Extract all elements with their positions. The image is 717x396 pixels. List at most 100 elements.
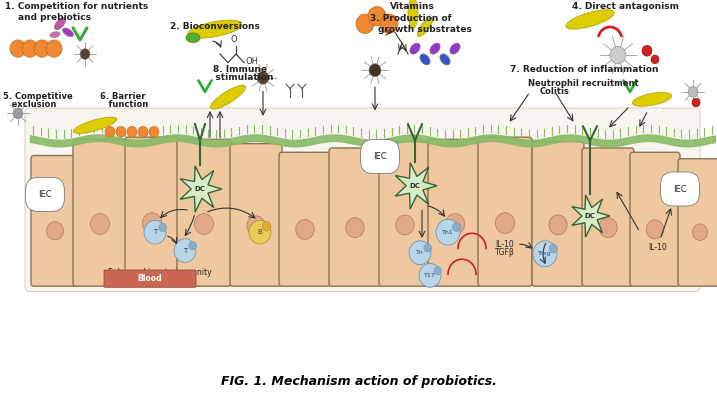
Circle shape (34, 40, 50, 57)
Circle shape (262, 221, 271, 231)
Circle shape (90, 213, 110, 234)
Text: growth substrates: growth substrates (378, 25, 472, 34)
Ellipse shape (420, 54, 430, 65)
Ellipse shape (430, 43, 440, 54)
FancyBboxPatch shape (125, 137, 179, 286)
Circle shape (46, 40, 62, 57)
FancyBboxPatch shape (478, 137, 532, 286)
Text: stimulation: stimulation (206, 73, 274, 82)
Ellipse shape (440, 54, 450, 65)
Text: IEC: IEC (373, 152, 386, 161)
Circle shape (380, 14, 398, 34)
Text: Enhanced innate immunity: Enhanced innate immunity (108, 268, 212, 277)
Circle shape (368, 6, 386, 26)
Text: B: B (257, 229, 262, 235)
Text: Colitis: Colitis (540, 88, 570, 97)
Text: IL-10: IL-10 (649, 243, 668, 252)
Circle shape (149, 126, 159, 137)
Polygon shape (395, 163, 437, 209)
Circle shape (369, 64, 381, 77)
Ellipse shape (408, 0, 418, 28)
Circle shape (138, 126, 148, 137)
Polygon shape (572, 195, 610, 237)
Text: DC: DC (409, 183, 420, 189)
Circle shape (495, 213, 515, 234)
Ellipse shape (188, 20, 242, 38)
Circle shape (249, 220, 271, 244)
Ellipse shape (73, 117, 117, 133)
Ellipse shape (410, 43, 420, 54)
Text: 2. Bioconversions: 2. Bioconversions (170, 22, 260, 30)
Text: T17: T17 (424, 273, 436, 278)
Ellipse shape (632, 92, 672, 106)
Text: Tn: Tn (416, 250, 424, 255)
Circle shape (419, 263, 441, 287)
Circle shape (159, 223, 166, 232)
Circle shape (533, 241, 557, 267)
Ellipse shape (54, 18, 65, 30)
Text: 6. Barrier: 6. Barrier (100, 92, 146, 101)
Circle shape (116, 126, 126, 137)
Text: function: function (100, 101, 148, 109)
Circle shape (599, 218, 617, 238)
Text: DC: DC (584, 213, 595, 219)
Text: Neutrophil recruitment: Neutrophil recruitment (528, 79, 639, 88)
Circle shape (296, 219, 314, 239)
FancyBboxPatch shape (177, 139, 231, 286)
Text: T: T (183, 248, 187, 253)
Circle shape (257, 71, 269, 84)
Circle shape (610, 46, 626, 64)
Text: O: O (231, 35, 237, 44)
FancyBboxPatch shape (532, 141, 584, 286)
Circle shape (80, 49, 90, 59)
Text: 4. Direct antagonism: 4. Direct antagonism (572, 2, 679, 11)
Ellipse shape (50, 32, 60, 37)
Ellipse shape (566, 10, 614, 29)
Circle shape (409, 241, 431, 265)
Text: T: T (153, 229, 157, 235)
Text: OH: OH (245, 57, 258, 66)
Circle shape (346, 218, 364, 238)
Circle shape (143, 213, 161, 234)
Text: IL-10: IL-10 (495, 240, 514, 249)
Circle shape (692, 98, 700, 107)
Circle shape (396, 215, 414, 235)
Circle shape (174, 239, 196, 263)
Circle shape (436, 219, 460, 245)
FancyBboxPatch shape (329, 148, 381, 286)
FancyBboxPatch shape (279, 152, 331, 286)
Circle shape (194, 213, 214, 234)
Text: 7. Reduction of inflammation: 7. Reduction of inflammation (510, 65, 658, 74)
Circle shape (646, 220, 664, 239)
Circle shape (452, 223, 460, 232)
FancyBboxPatch shape (25, 108, 700, 291)
Circle shape (549, 215, 567, 235)
Text: and prebiotics: and prebiotics (18, 13, 91, 22)
Circle shape (189, 242, 196, 250)
Text: IEC: IEC (673, 185, 687, 194)
Text: Blood: Blood (138, 274, 162, 283)
Circle shape (688, 86, 698, 97)
FancyBboxPatch shape (379, 141, 431, 286)
Circle shape (549, 244, 558, 253)
Circle shape (144, 220, 166, 244)
Text: 8. Immune: 8. Immune (213, 65, 267, 74)
Circle shape (10, 40, 26, 57)
Circle shape (434, 267, 442, 275)
Ellipse shape (450, 43, 460, 54)
Text: IEC: IEC (38, 190, 52, 199)
Circle shape (105, 126, 115, 137)
Circle shape (13, 108, 23, 119)
Ellipse shape (186, 33, 200, 43)
Text: 1. Competition for nutrients: 1. Competition for nutrients (5, 2, 148, 11)
Circle shape (247, 216, 265, 236)
FancyBboxPatch shape (428, 139, 482, 286)
Circle shape (127, 126, 137, 137)
FancyBboxPatch shape (104, 270, 196, 287)
Text: FIG. 1. Mechanism action of probiotics.: FIG. 1. Mechanism action of probiotics. (221, 375, 496, 388)
Text: Vitamins: Vitamins (390, 2, 435, 11)
Ellipse shape (417, 17, 432, 36)
FancyBboxPatch shape (678, 159, 717, 286)
Circle shape (424, 244, 432, 252)
Text: DC: DC (194, 186, 206, 192)
